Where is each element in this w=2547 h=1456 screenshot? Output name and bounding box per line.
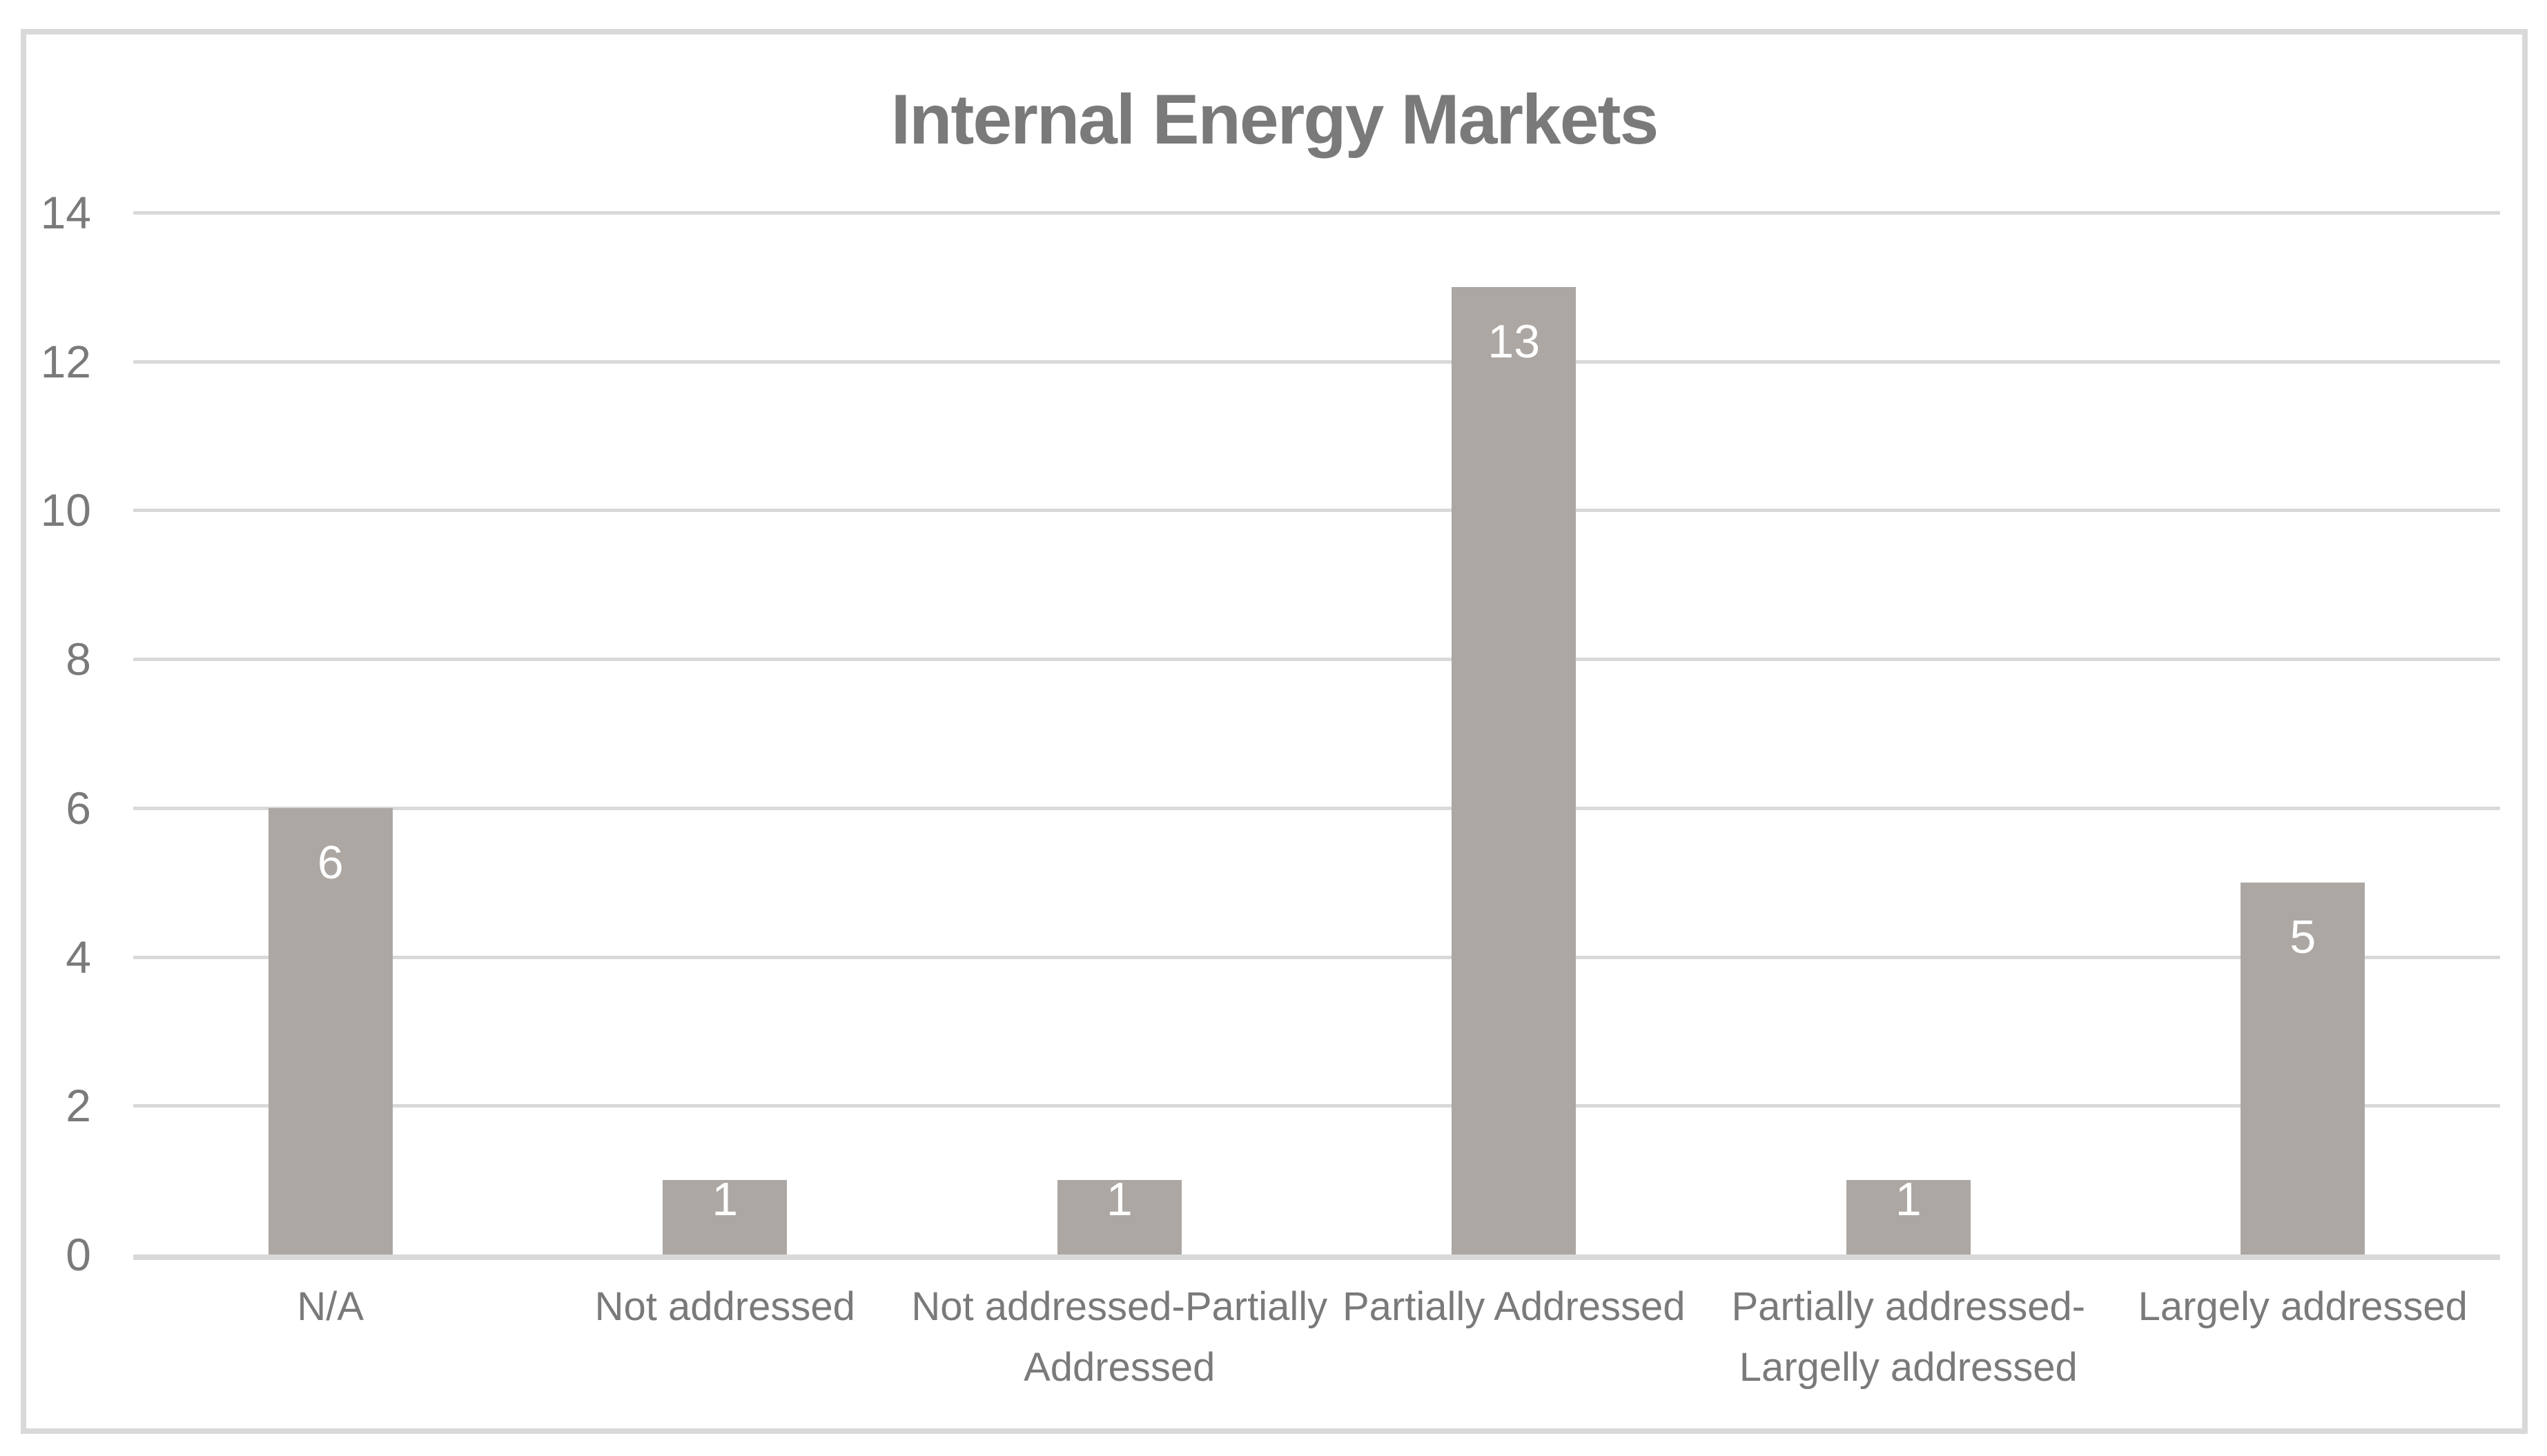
bar bbox=[1452, 286, 1577, 1255]
bar bbox=[1057, 1180, 1182, 1255]
gridline bbox=[133, 806, 2500, 810]
bar-value-label: 6 bbox=[317, 836, 344, 889]
gridline bbox=[133, 1104, 2500, 1108]
y-tick-label: 14 bbox=[40, 187, 91, 238]
x-category-label: Not addressed bbox=[594, 1284, 855, 1329]
bar-value-label: 13 bbox=[1487, 315, 1541, 368]
bar bbox=[268, 807, 393, 1255]
y-tick-label: 12 bbox=[40, 335, 91, 387]
gridline bbox=[133, 509, 2500, 513]
gridline bbox=[133, 360, 2500, 364]
bar-value-label: 1 bbox=[1895, 1173, 1922, 1226]
bar bbox=[663, 1180, 788, 1255]
chart-frame bbox=[21, 29, 2528, 1434]
bar-value-label: 1 bbox=[1106, 1173, 1133, 1226]
x-category-label: N/A bbox=[297, 1284, 364, 1329]
x-category-label: Partially addressed- Largelly addressed bbox=[1731, 1284, 2086, 1390]
y-tick-label: 0 bbox=[66, 1229, 91, 1280]
gridline bbox=[133, 658, 2500, 662]
chart-title: Internal Energy Markets bbox=[890, 80, 1659, 159]
bar bbox=[1846, 1180, 1971, 1255]
bar-value-label: 1 bbox=[712, 1173, 739, 1226]
bar-value-label: 5 bbox=[2290, 910, 2316, 963]
x-category-label: Largely addressed bbox=[2138, 1284, 2468, 1329]
bar bbox=[2241, 882, 2365, 1255]
y-tick-label: 10 bbox=[40, 484, 91, 536]
gridline bbox=[133, 955, 2500, 959]
x-category-label: Not addressed-Partially Addressed bbox=[911, 1284, 1328, 1390]
y-tick-label: 6 bbox=[66, 782, 91, 834]
y-tick-label: 4 bbox=[66, 931, 91, 983]
y-tick-label: 8 bbox=[66, 633, 91, 685]
gridline bbox=[133, 211, 2500, 215]
y-tick-label: 2 bbox=[66, 1080, 91, 1132]
x-axis-line bbox=[133, 1255, 2500, 1260]
x-category-label: Partially Addressed bbox=[1343, 1284, 1686, 1329]
